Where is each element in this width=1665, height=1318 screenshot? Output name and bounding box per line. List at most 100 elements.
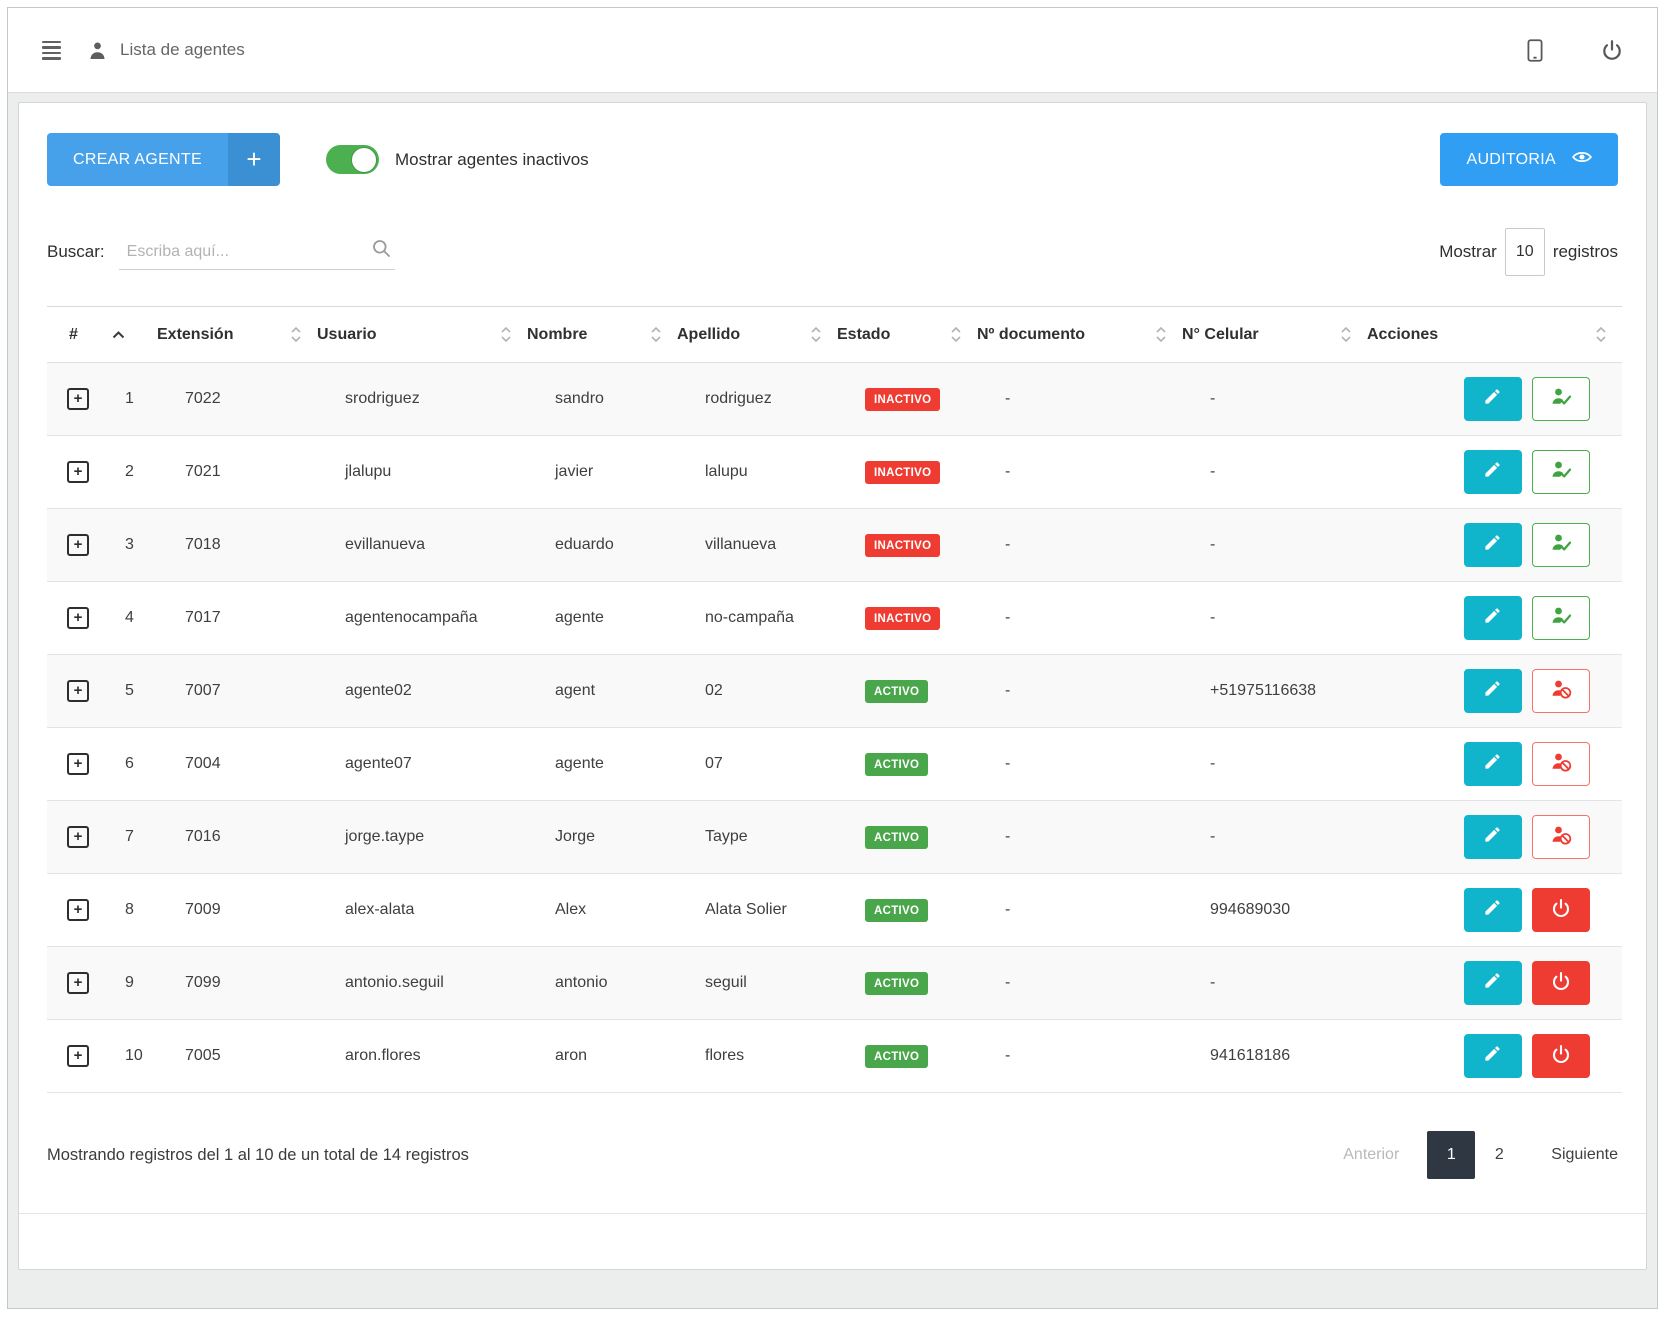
- search-input[interactable]: [118, 234, 395, 270]
- edit-agent-button[interactable]: [1463, 888, 1522, 932]
- menu-icon[interactable]: [42, 40, 61, 60]
- table-footer: Mostrando registros del 1 al 10 de un to…: [47, 1131, 1618, 1179]
- search-icon: [372, 239, 391, 263]
- activate-agent-button[interactable]: [1532, 596, 1590, 640]
- edit-agent-button[interactable]: [1463, 450, 1522, 494]
- column-header-extension[interactable]: Extensión: [157, 307, 317, 363]
- cell-usuario: aron.flores: [345, 1047, 421, 1064]
- logout-agent-button[interactable]: [1532, 888, 1590, 932]
- edit-agent-button[interactable]: [1463, 742, 1522, 786]
- logout-agent-button[interactable]: [1532, 961, 1590, 1005]
- table-row: + 7 7016 jorge.taype Jorge Taype ACTIVO …: [47, 800, 1622, 874]
- column-header-acciones[interactable]: Acciones: [1367, 307, 1622, 363]
- person-ban-icon: [1550, 679, 1573, 704]
- cell-documento: -: [1005, 1047, 1011, 1064]
- logout-agent-button[interactable]: [1532, 1034, 1590, 1078]
- edit-agent-button[interactable]: [1463, 815, 1522, 859]
- cell-celular: -: [1210, 536, 1216, 553]
- deactivate-agent-button[interactable]: [1532, 742, 1590, 786]
- plus-icon: +: [73, 682, 83, 699]
- status-badge: ACTIVO: [865, 825, 929, 849]
- activate-agent-button[interactable]: [1532, 377, 1590, 421]
- expand-row-button[interactable]: +: [67, 680, 89, 702]
- deactivate-agent-button[interactable]: [1532, 815, 1590, 859]
- cell-documento: -: [1005, 682, 1011, 699]
- edit-agent-button[interactable]: [1463, 377, 1522, 421]
- edit-agent-button[interactable]: [1463, 523, 1522, 567]
- page-size-select[interactable]: 10: [1504, 228, 1545, 276]
- expand-row-button[interactable]: +: [67, 1045, 89, 1067]
- expand-row-button[interactable]: +: [67, 972, 89, 994]
- toolbar: CREAR AGENTE + Mostrar agentes inactivos…: [47, 133, 1618, 186]
- activate-agent-button[interactable]: [1532, 523, 1590, 567]
- cell-row-number: 7: [125, 828, 134, 845]
- person-check-icon: [1550, 460, 1573, 485]
- sort-icons: [951, 327, 961, 342]
- cell-celular: +51975116638: [1210, 682, 1317, 699]
- column-header-documento[interactable]: Nº documento: [977, 307, 1182, 363]
- cell-extension: 7018: [185, 536, 221, 553]
- cell-documento: -: [1005, 755, 1011, 772]
- column-header-estado[interactable]: Estado: [837, 307, 977, 363]
- create-agent-label: CREAR AGENTE: [47, 133, 228, 186]
- column-header-celular[interactable]: N° Celular: [1182, 307, 1367, 363]
- power-off-icon: [1551, 971, 1571, 996]
- mobile-device-icon[interactable]: [1527, 38, 1543, 62]
- top-navbar: Lista de agentes: [8, 8, 1657, 93]
- power-off-icon: [1551, 1044, 1571, 1069]
- column-header-num[interactable]: #: [47, 307, 157, 363]
- sort-icons: [501, 327, 511, 342]
- status-badge: ACTIVO: [865, 679, 929, 703]
- expand-row-button[interactable]: +: [67, 826, 89, 848]
- edit-agent-button[interactable]: [1463, 1034, 1522, 1078]
- status-badge: ACTIVO: [865, 1044, 929, 1068]
- pagination-page-1[interactable]: 1: [1427, 1131, 1476, 1179]
- power-icon[interactable]: [1601, 39, 1623, 61]
- expand-row-button[interactable]: +: [67, 899, 89, 921]
- column-header-usuario[interactable]: Usuario: [317, 307, 527, 363]
- agents-card: CREAR AGENTE + Mostrar agentes inactivos…: [18, 102, 1647, 1270]
- agents-table: # Extensión Usuario Nombre Apellido Esta…: [47, 306, 1622, 1093]
- edit-agent-button[interactable]: [1463, 596, 1522, 640]
- show-inactive-toggle[interactable]: [325, 145, 379, 174]
- cell-row-number: 4: [125, 609, 134, 626]
- status-badge: ACTIVO: [865, 752, 929, 776]
- expand-row-button[interactable]: +: [67, 607, 89, 629]
- cell-usuario: agente07: [345, 755, 412, 772]
- page-size-control: Mostrar 10 registros: [1439, 228, 1618, 276]
- activate-agent-button[interactable]: [1532, 450, 1590, 494]
- sort-icons: [811, 327, 821, 342]
- create-agent-button[interactable]: CREAR AGENTE +: [47, 133, 280, 186]
- expand-row-button[interactable]: +: [67, 753, 89, 775]
- cell-usuario: antonio.seguil: [345, 974, 444, 991]
- cell-nombre: agente: [555, 609, 604, 626]
- cell-documento: -: [1005, 974, 1011, 991]
- cell-extension: 7004: [185, 755, 221, 772]
- pencil-icon: [1483, 752, 1502, 776]
- pagination-previous[interactable]: Anterior: [1343, 1146, 1400, 1163]
- audit-button[interactable]: AUDITORIA: [1440, 133, 1618, 186]
- person-check-icon: [1550, 606, 1573, 631]
- pagination-page-2[interactable]: 2: [1494, 1146, 1504, 1163]
- expand-row-button[interactable]: +: [67, 461, 89, 483]
- card-footer: [19, 1213, 1646, 1269]
- edit-agent-button[interactable]: [1463, 961, 1522, 1005]
- column-header-nombre[interactable]: Nombre: [527, 307, 677, 363]
- expand-row-button[interactable]: +: [67, 388, 89, 410]
- plus-icon: +: [73, 828, 83, 845]
- deactivate-agent-button[interactable]: [1532, 669, 1590, 713]
- sort-icons: [1341, 327, 1351, 342]
- edit-agent-button[interactable]: [1463, 669, 1522, 713]
- table-row: + 2 7021 jlalupu javier lalupu INACTIVO …: [47, 435, 1622, 509]
- page-title: Lista de agentes: [120, 40, 245, 59]
- audit-label: AUDITORIA: [1466, 150, 1556, 168]
- pencil-icon: [1483, 971, 1502, 995]
- cell-row-number: 2: [125, 463, 134, 480]
- cell-celular: -: [1210, 755, 1216, 772]
- expand-row-button[interactable]: +: [67, 534, 89, 556]
- pagination-next[interactable]: Siguiente: [1551, 1146, 1618, 1163]
- table-row: + 8 7009 alex-alata Alex Alata Solier AC…: [47, 873, 1622, 947]
- column-header-apellido[interactable]: Apellido: [677, 307, 837, 363]
- cell-row-number: 10: [125, 1047, 143, 1064]
- page-size-prefix: Mostrar: [1439, 242, 1497, 261]
